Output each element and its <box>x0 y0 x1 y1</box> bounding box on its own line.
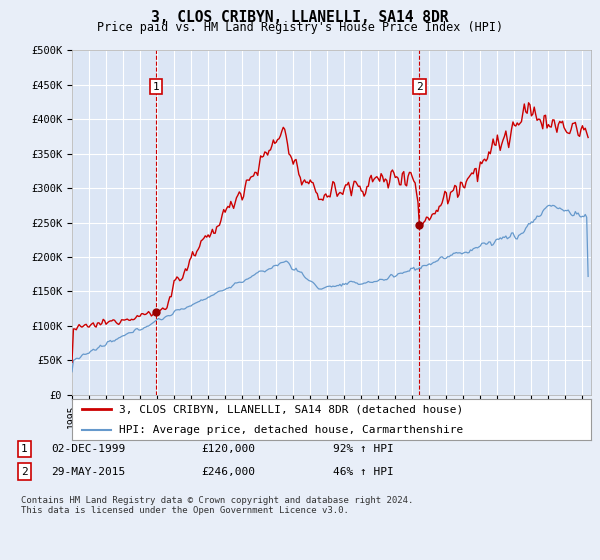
Text: HPI: Average price, detached house, Carmarthenshire: HPI: Average price, detached house, Carm… <box>119 424 463 435</box>
Text: 92% ↑ HPI: 92% ↑ HPI <box>333 444 394 454</box>
Text: 2: 2 <box>21 466 28 477</box>
Text: 3, CLOS CRIBYN, LLANELLI, SA14 8DR (detached house): 3, CLOS CRIBYN, LLANELLI, SA14 8DR (deta… <box>119 404 463 414</box>
Text: 1: 1 <box>152 82 159 92</box>
Text: 46% ↑ HPI: 46% ↑ HPI <box>333 466 394 477</box>
Text: 29-MAY-2015: 29-MAY-2015 <box>51 466 125 477</box>
Text: £246,000: £246,000 <box>201 466 255 477</box>
Text: 2: 2 <box>416 82 423 92</box>
Text: Price paid vs. HM Land Registry's House Price Index (HPI): Price paid vs. HM Land Registry's House … <box>97 21 503 34</box>
Text: £120,000: £120,000 <box>201 444 255 454</box>
Text: 3, CLOS CRIBYN, LLANELLI, SA14 8DR: 3, CLOS CRIBYN, LLANELLI, SA14 8DR <box>151 10 449 25</box>
Text: Contains HM Land Registry data © Crown copyright and database right 2024.
This d: Contains HM Land Registry data © Crown c… <box>21 496 413 515</box>
Text: 02-DEC-1999: 02-DEC-1999 <box>51 444 125 454</box>
Text: 1: 1 <box>21 444 28 454</box>
